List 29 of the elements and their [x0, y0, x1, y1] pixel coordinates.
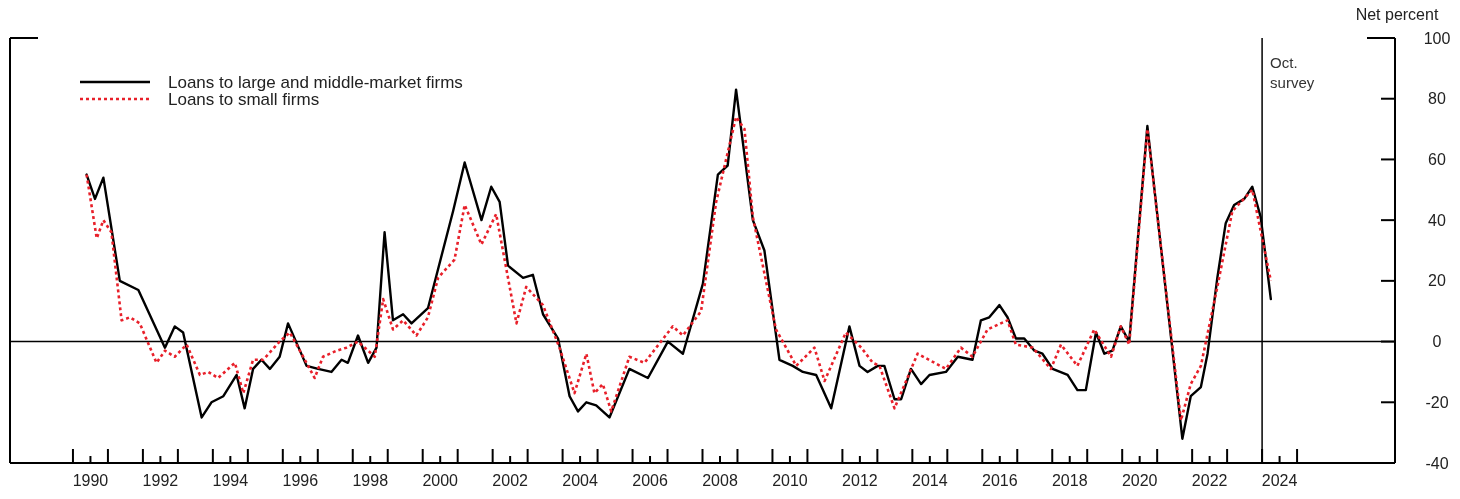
y-tick-label: 80 [1428, 90, 1446, 108]
legend-label: Loans to large and middle-market firms [168, 72, 463, 92]
y-tick-label: -40 [1425, 454, 1449, 472]
y-tick-label: 20 [1428, 272, 1446, 290]
y-tick-label: -20 [1425, 393, 1449, 411]
x-tick-label: 1996 [282, 472, 319, 489]
y-tick-label: 0 [1432, 333, 1442, 351]
x-tick-label: 2014 [912, 472, 948, 489]
x-tick-label: 2018 [1051, 472, 1088, 489]
x-tick-label: 2006 [632, 472, 668, 489]
x-tick-label: 2010 [772, 472, 808, 489]
x-tick-label: 2016 [981, 472, 1018, 489]
x-tick-label: 2004 [562, 472, 598, 489]
x-tick-label: 2002 [492, 472, 529, 489]
y-tick-label: 100 [1423, 29, 1451, 47]
x-tick-label: 1990 [72, 472, 109, 489]
x-tick-label: 1992 [142, 472, 179, 489]
x-tick-label: 2020 [1121, 472, 1158, 489]
x-tick-label: 2022 [1191, 472, 1228, 489]
x-tick-label: 2012 [842, 472, 878, 489]
y-axis-title: Net percent [1355, 6, 1439, 23]
x-tick-label: 1994 [212, 472, 249, 489]
x-tick-label: 1998 [352, 472, 389, 489]
x-tick-label: 2000 [422, 472, 459, 489]
y-tick-label: 40 [1428, 211, 1446, 229]
ref-line-label: Oct. survey [1270, 54, 1315, 91]
x-tick-label: 2024 [1261, 472, 1298, 489]
x-tick-label: 2008 [702, 472, 738, 489]
y-tick-label: 60 [1428, 151, 1446, 169]
